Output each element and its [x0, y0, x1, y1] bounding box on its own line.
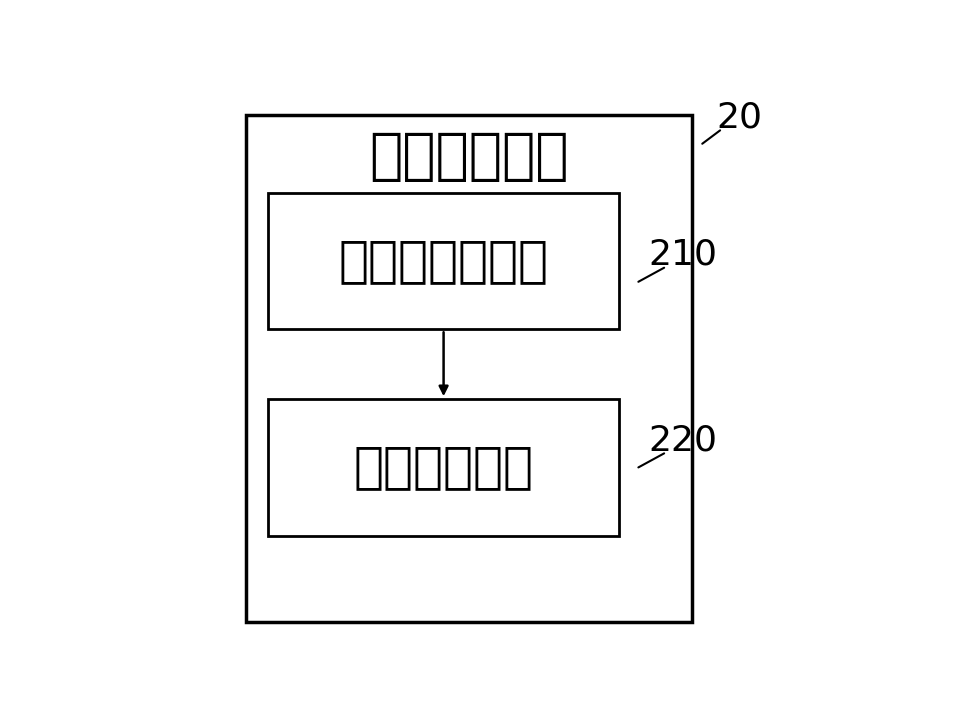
Bar [268, 399, 619, 536]
Text: 220: 220 [649, 424, 718, 458]
Bar [268, 193, 619, 329]
Text: 信息推送模块: 信息推送模块 [354, 443, 534, 491]
Text: 客流管理装置: 客流管理装置 [369, 130, 568, 184]
Text: 210: 210 [649, 237, 718, 271]
Text: 客流量获取模块: 客流量获取模块 [338, 237, 549, 285]
Bar [245, 115, 692, 622]
Text: 20: 20 [716, 101, 762, 135]
